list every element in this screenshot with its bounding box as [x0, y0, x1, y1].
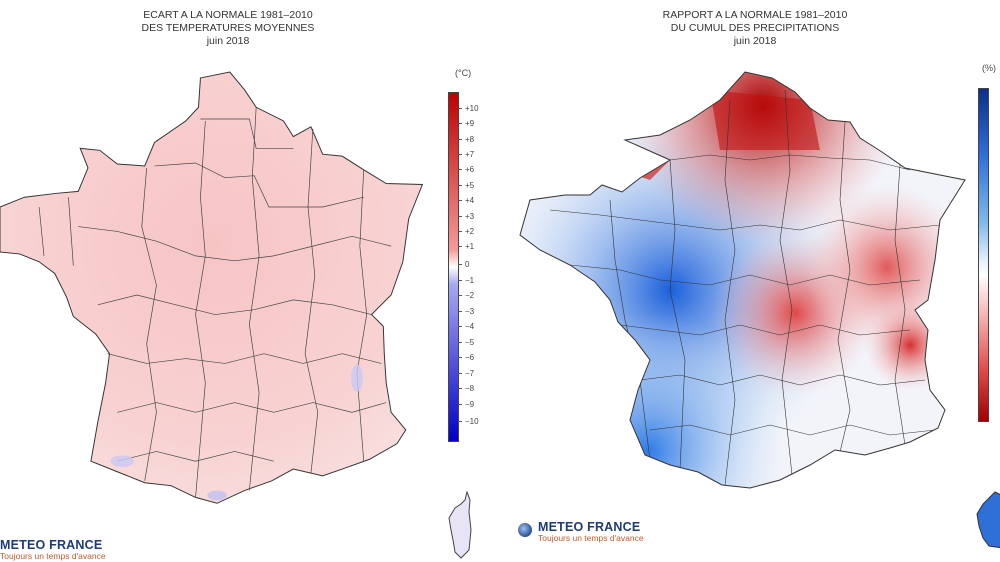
- meteo-france-globe-icon: [518, 523, 532, 537]
- precipitation-color-scale: [978, 88, 989, 422]
- tick: −10: [458, 417, 479, 426]
- logo-name: METEO FRANCE: [0, 538, 103, 552]
- tick: −4: [458, 322, 474, 331]
- corsica-inset-precipitation: [976, 491, 1000, 549]
- title-line-2: DES TEMPERATURES MOYENNES: [141, 22, 315, 34]
- tick: +10: [458, 104, 479, 113]
- tick: −6: [458, 353, 474, 362]
- tick: +4: [458, 196, 474, 205]
- title-line-3: juin 2018: [206, 35, 250, 47]
- tick: −2: [458, 291, 474, 300]
- title-line-2: DU CUMUL DES PRECIPITATIONS: [670, 22, 840, 34]
- logo-tagline: Toujours un temps d'avance: [538, 533, 644, 543]
- corsica-inset-temperature: [448, 490, 472, 559]
- tick: −5: [458, 338, 474, 347]
- temperature-anomaly-map-panel: ECART A LA NORMALE 1981–2010 DES TEMPERA…: [0, 0, 500, 562]
- precipitation-map-title: RAPPORT A LA NORMALE 1981–2010 DU CUMUL …: [615, 9, 895, 48]
- france-precipitation-map: [519, 71, 966, 489]
- tick: +3: [458, 212, 474, 221]
- logo-name: METEO FRANCE: [538, 520, 641, 534]
- tick: +8: [458, 135, 474, 144]
- meteo-france-logo-right: METEO FRANCE Toujours un temps d'avance: [518, 520, 644, 543]
- tick: +9: [458, 119, 474, 128]
- precipitation-unit-label: (%): [982, 63, 996, 73]
- tick: −8: [458, 384, 474, 393]
- tick: +2: [458, 227, 474, 236]
- meteo-france-logo-left: METEO FRANCE Toujours un temps d'avance: [0, 538, 106, 561]
- precipitation-ratio-map-panel: RAPPORT A LA NORMALE 1981–2010 DU CUMUL …: [500, 0, 1000, 562]
- tick: +5: [458, 181, 474, 190]
- title-line-1: RAPPORT A LA NORMALE 1981–2010: [662, 9, 848, 21]
- tick: 0: [458, 260, 469, 269]
- tick: −1: [458, 276, 474, 285]
- title-line-1: ECART A LA NORMALE 1981–2010: [143, 9, 313, 21]
- tick: −3: [458, 307, 474, 316]
- temperature-map-title: ECART A LA NORMALE 1981–2010 DES TEMPERA…: [88, 9, 368, 48]
- tick: +6: [458, 165, 474, 174]
- tick: +7: [458, 150, 474, 159]
- tick: −7: [458, 369, 474, 378]
- logo-tagline: Toujours un temps d'avance: [0, 551, 106, 561]
- temperature-unit-label: (°C): [455, 68, 472, 78]
- tick: −9: [458, 400, 474, 409]
- tick: +1: [458, 242, 474, 251]
- france-temperature-map: [0, 71, 424, 504]
- title-line-3: juin 2018: [733, 35, 777, 47]
